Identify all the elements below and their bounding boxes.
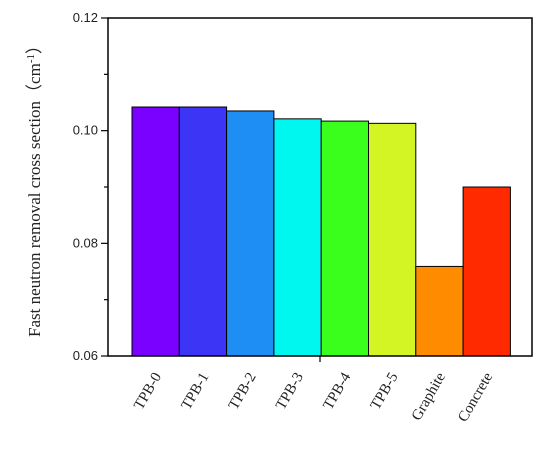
bar-tpb-5: [368, 122, 417, 357]
y-tick-label: 0.12: [73, 10, 98, 25]
x-tick-label-tpb-2: TPB-2: [226, 370, 260, 413]
y-tick-label: 0.06: [73, 348, 98, 363]
bar-tpb-4: [320, 120, 370, 357]
bar-tpb-1: [178, 106, 228, 357]
y-axis-unit-open: （cm: [25, 63, 44, 101]
x-tick-label-concrete: Concrete: [455, 370, 496, 425]
bar-tpb-2: [226, 110, 275, 357]
y-axis-unit-close: ）: [25, 37, 44, 54]
y-axis-unit-sup: -1: [25, 54, 37, 63]
y-tick-label: 0.10: [73, 123, 98, 138]
x-axis: TPB-0 TPB-1 TPB-2 TPB-3 TPB-4 TPB-5 Graphite Co…: [131, 356, 496, 425]
bar-graphite: [415, 265, 464, 357]
bar-tpb-0: [131, 106, 180, 357]
x-tick-label-tpb-5: TPB-5: [368, 370, 402, 413]
x-tick-label-tpb-4: TPB-4: [320, 370, 354, 413]
y-axis-title-text: Fast neutron removal cross section: [25, 100, 44, 337]
y-tick-label: 0.08: [73, 235, 98, 250]
x-tick-label-tpb-1: TPB-1: [179, 370, 213, 413]
x-tick-label-tpb-3: TPB-3: [273, 370, 307, 413]
y-axis: 0.06 0.08 0.10 0.12: [73, 10, 108, 363]
x-tick-label-tpb-0: TPB-0: [131, 370, 165, 413]
y-axis-title: Fast neutron removal cross section（cm-1）: [25, 37, 44, 337]
bars-group: [131, 106, 511, 357]
x-tick-label-graphite: Graphite: [409, 370, 449, 424]
bar-concrete: [462, 186, 511, 357]
bar-tpb-3: [273, 118, 322, 357]
